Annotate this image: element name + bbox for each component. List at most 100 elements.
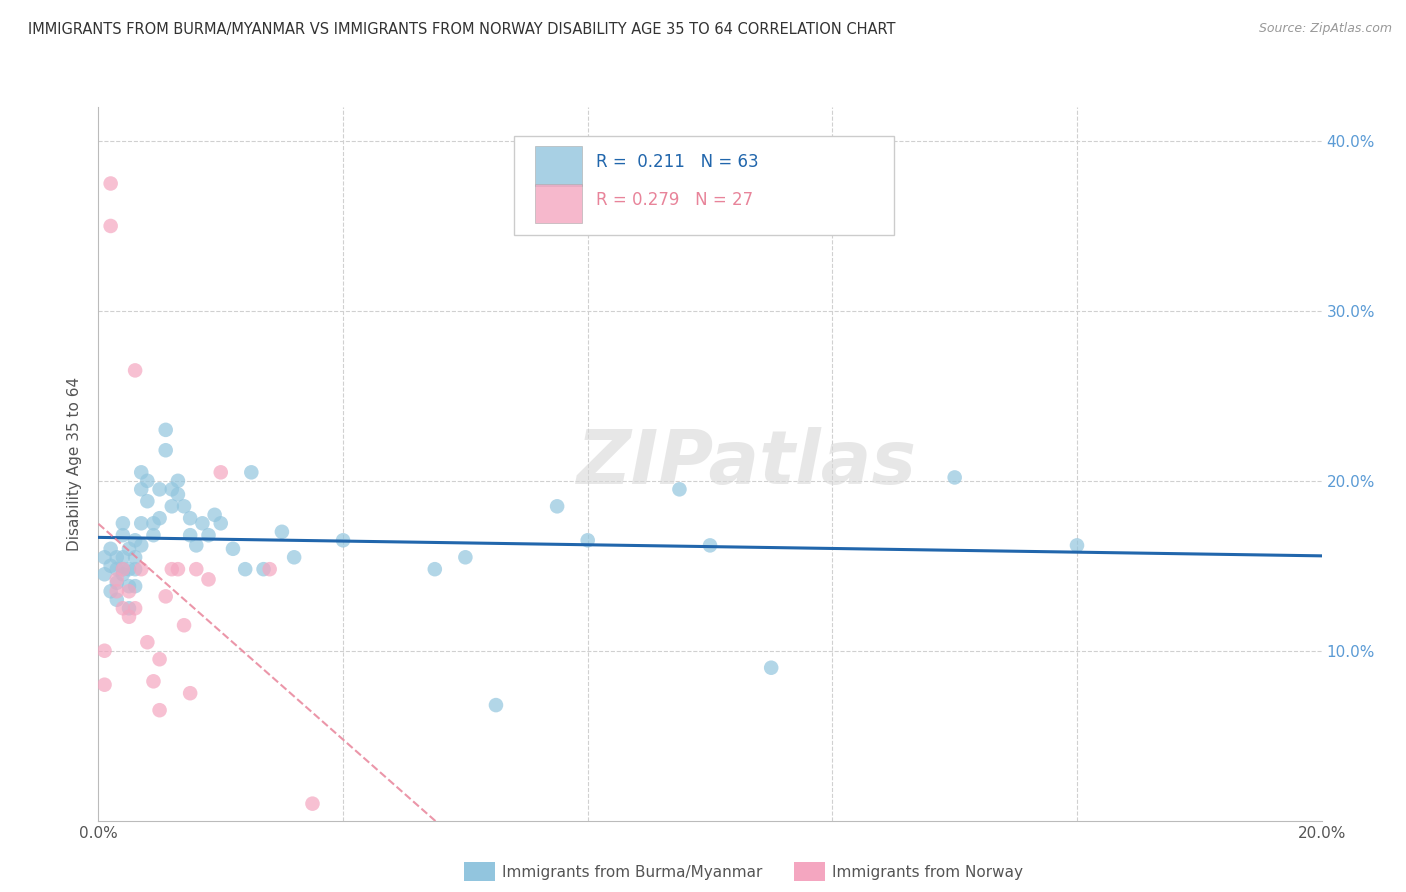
Point	[93, 678, 115, 692]
Point	[93, 567, 115, 582]
Y-axis label: Disability Age 35 to 64: Disability Age 35 to 64	[67, 376, 83, 551]
FancyBboxPatch shape	[536, 184, 582, 223]
Point	[111, 562, 134, 576]
Point	[209, 466, 232, 480]
Point	[118, 601, 141, 615]
Point	[173, 618, 195, 632]
Point	[105, 584, 128, 599]
Point	[204, 508, 226, 522]
Point	[105, 562, 128, 576]
Point	[485, 698, 508, 712]
Point	[105, 573, 128, 587]
Point	[100, 177, 122, 191]
Point	[759, 661, 782, 675]
Point	[546, 500, 568, 514]
Text: Source: ZipAtlas.com: Source: ZipAtlas.com	[1258, 22, 1392, 36]
Text: Immigrants from Norway: Immigrants from Norway	[832, 865, 1024, 880]
Point	[111, 601, 134, 615]
Point	[118, 579, 141, 593]
Point	[129, 516, 152, 531]
Point	[93, 644, 115, 658]
Point	[136, 494, 159, 508]
Point	[943, 470, 966, 484]
Point	[124, 363, 146, 377]
Text: R =  0.211   N = 63: R = 0.211 N = 63	[596, 153, 759, 171]
Point	[1066, 538, 1088, 552]
Point	[167, 474, 190, 488]
Point	[129, 562, 152, 576]
Point	[240, 466, 263, 480]
Point	[186, 538, 208, 552]
Point	[423, 562, 446, 576]
Point	[124, 579, 146, 593]
Point	[129, 538, 152, 552]
Point	[124, 550, 146, 565]
Point	[124, 533, 146, 548]
Point	[105, 592, 128, 607]
Point	[93, 550, 115, 565]
Point	[111, 516, 134, 531]
Point	[129, 466, 152, 480]
Point	[149, 511, 172, 525]
Point	[118, 584, 141, 599]
Point	[167, 562, 190, 576]
Point	[136, 635, 159, 649]
Point	[332, 533, 354, 548]
Point	[105, 550, 128, 565]
Point	[222, 541, 245, 556]
Point	[118, 562, 141, 576]
Point	[173, 500, 195, 514]
FancyBboxPatch shape	[536, 146, 582, 186]
Point	[301, 797, 323, 811]
Point	[191, 516, 214, 531]
Point	[197, 528, 219, 542]
Point	[111, 567, 134, 582]
Point	[100, 541, 122, 556]
Point	[136, 474, 159, 488]
Point	[124, 562, 146, 576]
Point	[167, 487, 190, 501]
Point	[149, 652, 172, 666]
Point	[100, 584, 122, 599]
Point	[142, 516, 165, 531]
Point	[233, 562, 256, 576]
Point	[668, 483, 690, 497]
Point	[186, 562, 208, 576]
Point	[142, 674, 165, 689]
Point	[209, 516, 232, 531]
Text: ZIPatlas: ZIPatlas	[576, 427, 917, 500]
Point	[155, 423, 177, 437]
Point	[160, 500, 183, 514]
Point	[124, 601, 146, 615]
Point	[270, 524, 292, 539]
Point	[105, 575, 128, 590]
Point	[179, 511, 201, 525]
Point	[100, 219, 122, 233]
Point	[576, 533, 599, 548]
Point	[118, 609, 141, 624]
Point	[197, 573, 219, 587]
Text: R = 0.279   N = 27: R = 0.279 N = 27	[596, 191, 754, 209]
Point	[155, 590, 177, 604]
Point	[155, 443, 177, 458]
Point	[111, 562, 134, 576]
FancyBboxPatch shape	[515, 136, 893, 235]
Point	[118, 541, 141, 556]
Point	[111, 528, 134, 542]
Point	[454, 550, 477, 565]
Point	[252, 562, 274, 576]
Point	[149, 703, 172, 717]
Point	[699, 538, 721, 552]
Point	[179, 528, 201, 542]
Point	[160, 562, 183, 576]
Point	[100, 558, 122, 573]
Point	[111, 550, 134, 565]
Point	[149, 483, 172, 497]
Point	[129, 483, 152, 497]
Point	[160, 483, 183, 497]
Point	[142, 528, 165, 542]
Point	[283, 550, 305, 565]
Text: IMMIGRANTS FROM BURMA/MYANMAR VS IMMIGRANTS FROM NORWAY DISABILITY AGE 35 TO 64 : IMMIGRANTS FROM BURMA/MYANMAR VS IMMIGRA…	[28, 22, 896, 37]
Point	[259, 562, 281, 576]
Point	[179, 686, 201, 700]
